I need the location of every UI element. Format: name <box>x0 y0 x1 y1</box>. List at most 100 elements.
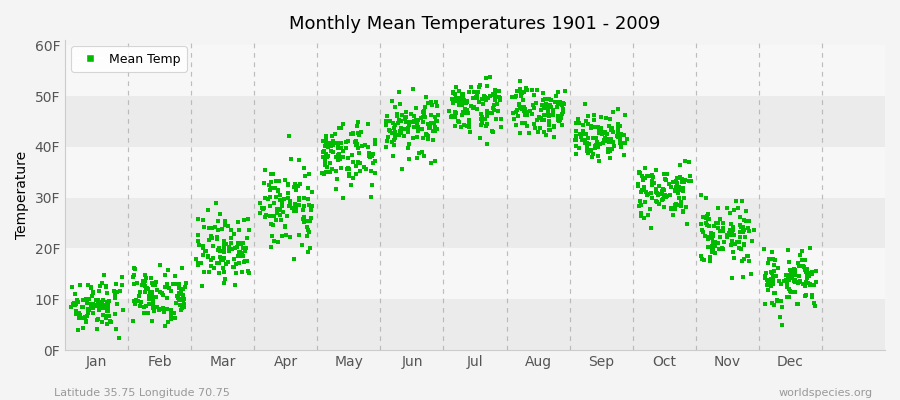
Point <box>780 294 795 300</box>
Point <box>723 231 737 238</box>
Point <box>196 252 211 258</box>
Point <box>174 307 188 313</box>
Point <box>304 203 319 210</box>
Point <box>655 188 670 194</box>
Point <box>191 216 205 222</box>
Point <box>724 238 739 244</box>
Point <box>494 116 508 122</box>
Point <box>633 170 647 176</box>
Point <box>448 113 463 120</box>
Point <box>217 254 231 261</box>
Point <box>668 202 682 208</box>
Point <box>381 134 395 140</box>
Point <box>494 124 508 130</box>
Point <box>650 198 664 205</box>
Point <box>694 253 708 260</box>
Point <box>326 149 340 156</box>
Point <box>641 191 655 198</box>
Point <box>393 118 408 124</box>
Point <box>798 256 813 263</box>
Point <box>724 227 739 234</box>
Point <box>592 158 607 164</box>
Point <box>518 109 533 116</box>
Point <box>527 125 542 132</box>
Point <box>583 123 598 129</box>
Point <box>427 119 441 126</box>
Point <box>727 232 742 238</box>
Point <box>514 93 528 99</box>
Point <box>739 218 753 224</box>
Point <box>330 144 345 151</box>
Point <box>102 298 116 304</box>
Point <box>550 104 564 110</box>
Point <box>528 100 543 106</box>
Point <box>683 173 698 179</box>
Point <box>143 290 157 296</box>
Point <box>217 248 231 255</box>
Point <box>68 301 83 307</box>
Point <box>450 98 464 104</box>
Point <box>145 281 159 288</box>
Point <box>598 135 612 142</box>
Point <box>513 130 527 136</box>
Point <box>346 158 360 165</box>
Point <box>711 205 725 211</box>
Point <box>131 293 146 300</box>
Point <box>700 244 715 250</box>
Point <box>205 234 220 241</box>
Point <box>145 289 159 296</box>
Point <box>452 102 466 108</box>
Point <box>231 249 246 255</box>
Point <box>100 321 114 327</box>
Point <box>454 124 468 131</box>
Point <box>385 130 400 136</box>
Point <box>590 142 604 148</box>
Point <box>478 94 492 100</box>
Point <box>462 124 476 130</box>
Point <box>478 116 492 122</box>
Point <box>588 142 602 149</box>
Point <box>486 129 500 135</box>
Point <box>596 140 610 146</box>
Point <box>258 214 273 220</box>
Point <box>266 171 281 177</box>
Point <box>712 246 726 252</box>
Point <box>394 166 409 172</box>
Point <box>348 137 363 144</box>
Point <box>472 84 486 90</box>
Point <box>428 117 443 124</box>
Point <box>263 194 277 200</box>
Text: worldspecies.org: worldspecies.org <box>778 388 873 398</box>
Point <box>554 101 568 108</box>
Point <box>386 124 400 131</box>
Point <box>634 210 648 216</box>
Point <box>169 300 184 306</box>
Point <box>227 231 241 237</box>
Point <box>477 116 491 122</box>
Point <box>577 137 591 144</box>
Point <box>176 296 191 302</box>
Point <box>93 288 107 294</box>
Point <box>382 127 397 134</box>
Point <box>516 97 530 104</box>
Point <box>767 262 781 269</box>
Point <box>557 101 572 108</box>
Point <box>479 123 493 130</box>
Point <box>741 253 755 259</box>
Point <box>173 291 187 298</box>
Point <box>319 162 333 168</box>
Point <box>168 314 183 321</box>
Point <box>552 118 566 124</box>
Point <box>139 286 153 292</box>
Point <box>706 240 721 246</box>
Point <box>341 165 356 171</box>
Point <box>607 143 621 149</box>
Point <box>368 170 382 176</box>
Point <box>284 201 298 208</box>
Point <box>716 245 730 252</box>
Point <box>99 284 113 290</box>
Point <box>578 139 592 146</box>
Point <box>462 120 476 126</box>
Point <box>428 114 442 120</box>
Point <box>675 187 689 193</box>
